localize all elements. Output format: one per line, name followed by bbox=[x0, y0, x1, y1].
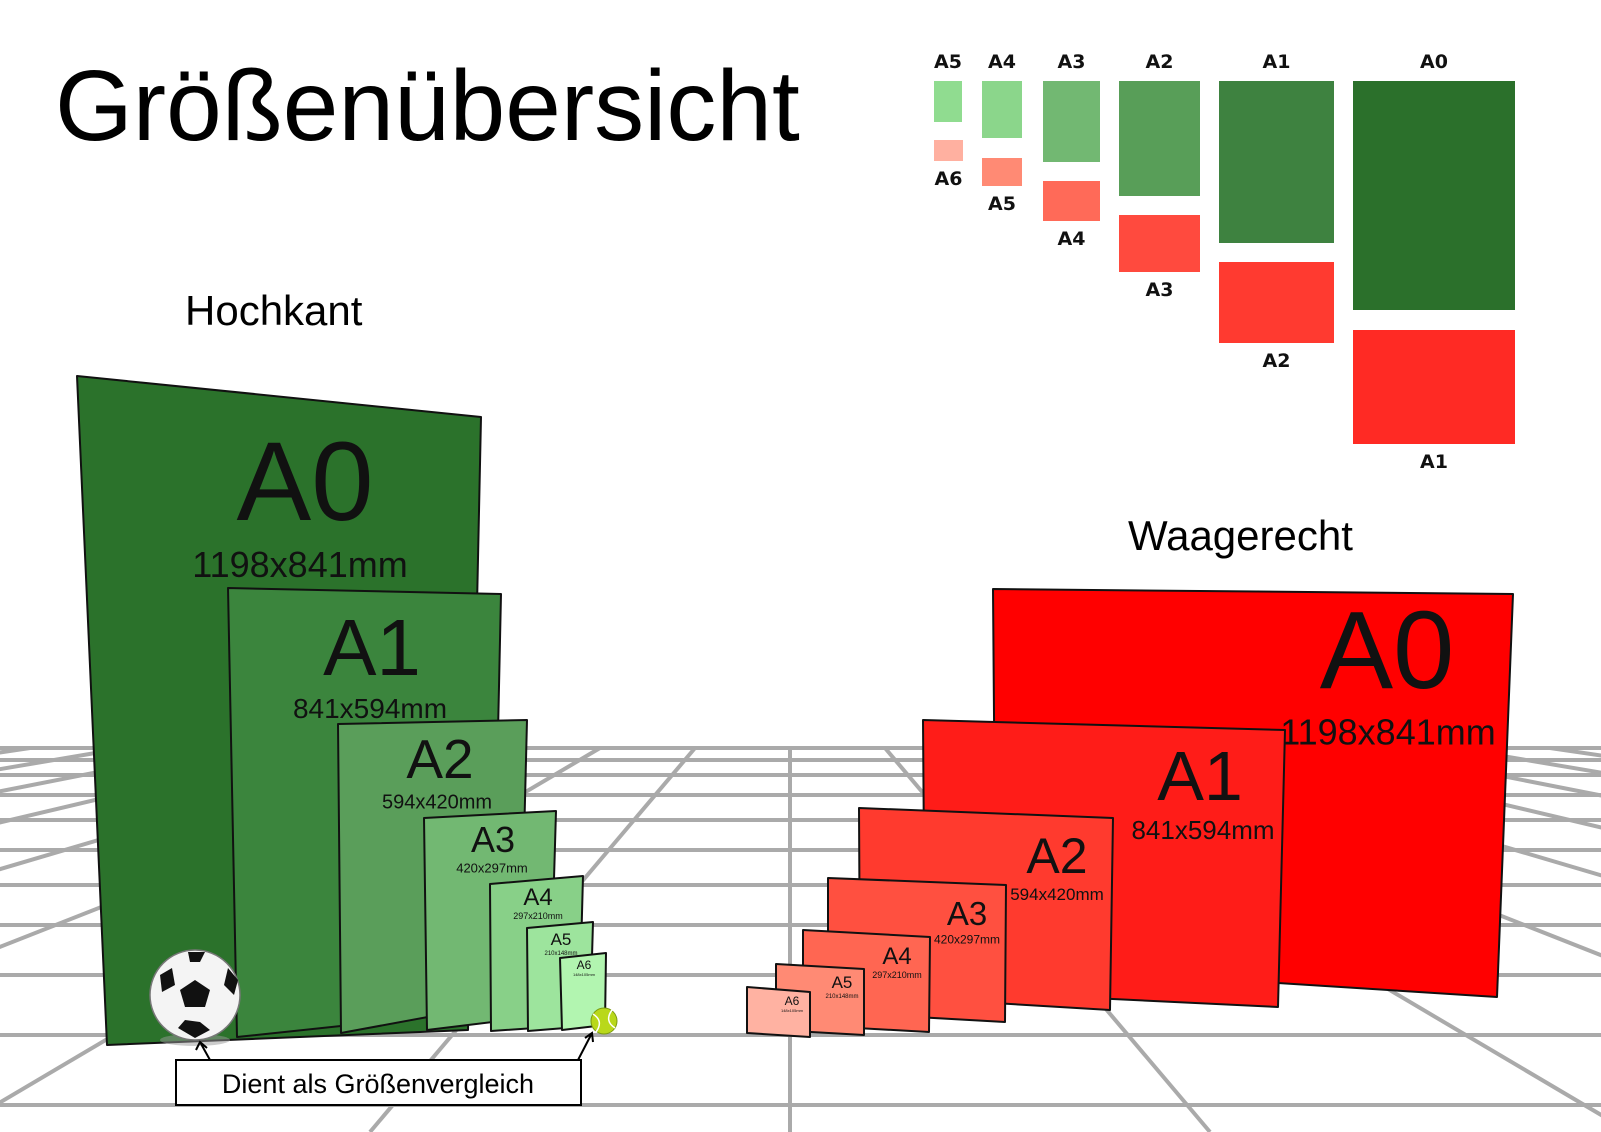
overview-landscape-label: A3 bbox=[1146, 279, 1174, 301]
panel-size-name: A3 bbox=[947, 895, 987, 932]
panel-size-name: A4 bbox=[523, 884, 552, 911]
panel-size-name: A1 bbox=[1157, 737, 1243, 815]
overview-landscape-A4 bbox=[1043, 181, 1100, 221]
panel-dimensions: 297x210mm bbox=[872, 970, 922, 980]
panel-dimensions: 1198x841mm bbox=[1280, 712, 1495, 753]
panel-dimensions: 148x105mm bbox=[573, 972, 596, 977]
panel-size-name: A0 bbox=[1320, 589, 1455, 712]
overview-landscape-A2 bbox=[1219, 262, 1334, 343]
overview-landscape-A1 bbox=[1353, 330, 1515, 444]
panel-dimensions: 210x148mm bbox=[544, 951, 577, 957]
overview-portrait-label: A1 bbox=[1263, 51, 1291, 73]
overview-portrait-A2 bbox=[1119, 81, 1200, 196]
overview-portrait-A5 bbox=[934, 81, 962, 122]
overview-portrait-A4 bbox=[982, 81, 1022, 138]
tennis-ball-icon bbox=[590, 1007, 618, 1035]
grid-line bbox=[1264, 746, 1601, 830]
panel-dimensions: 210x148mm bbox=[825, 994, 858, 1000]
panel-size-name: A4 bbox=[882, 943, 911, 970]
panel-size-name: A3 bbox=[471, 819, 515, 860]
panel-size-name: A2 bbox=[1026, 828, 1087, 884]
panel-size-name: A1 bbox=[323, 603, 421, 692]
panel-dimensions: 594x420mm bbox=[1010, 885, 1104, 904]
overview-portrait-A3 bbox=[1043, 81, 1100, 162]
landscape-heading: Waagerecht bbox=[1128, 512, 1353, 559]
panel-size-name: A5 bbox=[832, 973, 853, 992]
panel-size-name: A5 bbox=[551, 930, 572, 949]
overview-portrait-label: A0 bbox=[1420, 51, 1448, 73]
overview-landscape-label: A2 bbox=[1263, 350, 1291, 372]
panel-dimensions: 420x297mm bbox=[456, 860, 528, 875]
grid-line bbox=[0, 746, 316, 825]
overview-landscape-A6 bbox=[934, 140, 963, 161]
overview-landscape-label: A4 bbox=[1058, 228, 1086, 250]
panel-dimensions: 420x297mm bbox=[934, 933, 1000, 947]
caption-text: Dient als Größenvergleich bbox=[222, 1069, 534, 1099]
caption-arrows bbox=[195, 1031, 594, 1061]
panel-sheet bbox=[746, 986, 811, 1038]
overview-landscape-label: A1 bbox=[1420, 451, 1448, 473]
panel-dimensions: 297x210mm bbox=[513, 911, 563, 921]
overview-portrait-label: A4 bbox=[988, 51, 1016, 73]
overview-portrait-label: A2 bbox=[1146, 51, 1174, 73]
panel-dimensions: 148x105mm bbox=[781, 1008, 804, 1013]
overview-chart: A5 A4 A3 A2 A1 A0 A6 A5 A4 A3 A2 A1 bbox=[934, 51, 1515, 473]
overview-portrait-label: A3 bbox=[1058, 51, 1086, 73]
soccer-ball-icon bbox=[149, 949, 241, 1046]
page-title: Größenübersicht bbox=[55, 50, 800, 162]
caption-box bbox=[175, 1059, 582, 1106]
panel-dimensions: 841x594mm bbox=[1131, 815, 1274, 845]
panel-size-name: A0 bbox=[237, 419, 374, 544]
portrait-heading: Hochkant bbox=[185, 287, 363, 334]
overview-landscape-label: A6 bbox=[935, 168, 963, 190]
panel-size-name: A6 bbox=[577, 958, 592, 972]
overview-landscape-A3 bbox=[1119, 215, 1200, 272]
overview-landscape-label: A5 bbox=[988, 193, 1016, 215]
panel-dimensions: 841x594mm bbox=[293, 693, 447, 724]
panel-size-name: A6 bbox=[785, 994, 800, 1008]
panel-size-name: A2 bbox=[406, 728, 473, 790]
panel-dimensions: 594x420mm bbox=[382, 792, 492, 814]
overview-portrait-label: A5 bbox=[934, 51, 962, 73]
overview-landscape-A5 bbox=[982, 158, 1022, 186]
overview-portrait-A0 bbox=[1353, 81, 1515, 310]
overview-portrait-A1 bbox=[1219, 81, 1334, 243]
panel-dimensions: 1198x841mm bbox=[192, 544, 407, 585]
